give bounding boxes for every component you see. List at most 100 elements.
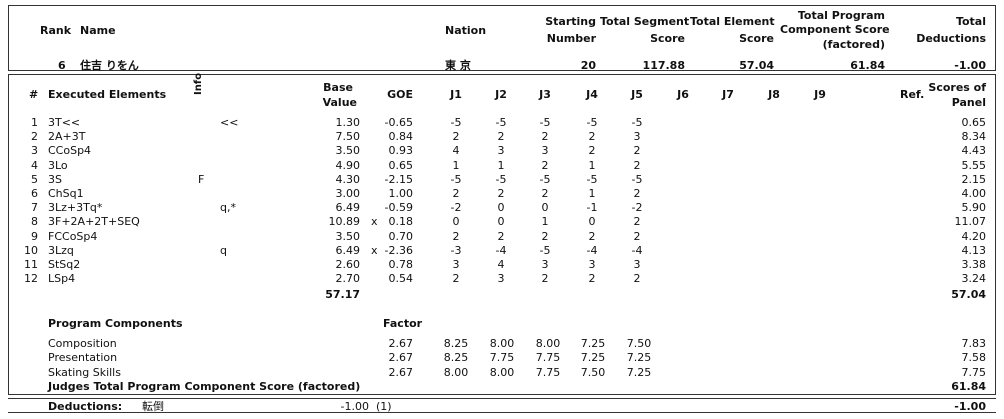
element-name: 3Lz+3Tq* (48, 201, 103, 215)
element-j1: -5 (450, 172, 462, 186)
element-name: ChSq1 (48, 187, 84, 200)
element-base-value: 1.30 (335, 116, 361, 129)
deductions-label: Deductions: (48, 400, 123, 413)
skater-pcs: 61.84 (850, 59, 885, 72)
component-j4: 7.25 (580, 351, 606, 365)
element-goe: 0.93 (388, 144, 414, 158)
element-j1: 2 (452, 229, 460, 243)
element-num: 12 (24, 272, 38, 286)
element-j3: 3 (541, 258, 549, 271)
element-panel: 11.07 (954, 215, 987, 229)
element-j5: -2 (631, 201, 643, 215)
element-num: 7 (31, 201, 38, 215)
element-info: q,* (220, 201, 236, 215)
element-goe: 0.70 (388, 229, 414, 243)
element-j5: 3 (633, 258, 641, 271)
col-j9: J9 (814, 88, 826, 101)
element-goe: -2.15 (384, 172, 413, 186)
col-j3: J3 (539, 88, 551, 101)
tes-label-1: Total Element (690, 15, 775, 28)
col-j4: J4 (586, 88, 598, 101)
element-j1: 2 (452, 187, 460, 200)
component-j1: 8.00 (443, 365, 469, 379)
element-goe: -0.59 (384, 201, 413, 215)
element-j5: -5 (631, 172, 643, 186)
element-j1: 0 (452, 215, 460, 229)
component-factor: 2.67 (388, 365, 414, 379)
element-name: CCoSp4 (48, 144, 92, 158)
pcs-label-3: (factored) (822, 38, 885, 51)
col-j7: J7 (722, 88, 734, 101)
element-j3: 2 (541, 229, 549, 243)
component-j4: 7.25 (580, 337, 606, 350)
element-j4: -5 (586, 116, 598, 129)
bv-total: 57.17 (325, 288, 360, 301)
component-factor: 2.67 (388, 337, 414, 350)
component-panel: 7.58 (961, 351, 987, 365)
element-j2: 4 (497, 258, 505, 271)
nation-label: Nation (445, 24, 487, 37)
element-base-value: 6.49 (335, 243, 361, 257)
element-name: 3T<< (48, 116, 81, 129)
element-j1: -2 (450, 201, 462, 215)
element-base-value: 10.89 (328, 215, 361, 229)
element-base-value: 3.00 (335, 187, 361, 200)
element-name: 3F+2A+2T+SEQ (48, 215, 140, 229)
tss-label-1: Total Segment (600, 15, 690, 28)
pcs-label-1: Total Program (797, 9, 885, 22)
element-j2: 2 (497, 229, 505, 243)
col-num: # (29, 88, 39, 101)
element-goe: 0.84 (388, 130, 414, 144)
element-goe: 0.18 (388, 215, 414, 229)
deductions-value: -1.00 (340, 400, 369, 413)
element-base-value: 2.70 (335, 272, 361, 286)
element-j2: -4 (495, 243, 507, 257)
deductions-type: 転倒 (142, 400, 164, 413)
component-name: Presentation (48, 351, 118, 365)
element-x-marker: x (371, 243, 378, 257)
element-name: 3Lo (48, 158, 68, 172)
component-j2: 8.00 (489, 365, 515, 379)
component-j1: 8.25 (443, 337, 469, 350)
tes-total: 57.04 (951, 288, 986, 301)
element-name: 3Lzq (48, 243, 74, 257)
component-j3: 7.75 (535, 365, 561, 379)
element-panel: 8.34 (961, 130, 987, 144)
scores-box (8, 74, 996, 395)
skater-starting-number: 20 (580, 59, 596, 72)
element-panel: 4.13 (961, 243, 987, 257)
element-j3: 1 (541, 215, 549, 229)
element-panel: 4.00 (961, 187, 987, 200)
element-panel: 5.55 (961, 158, 987, 172)
deductions-top-line (8, 398, 996, 399)
element-base-value: 4.90 (335, 158, 361, 172)
tss-label-2: Score (650, 32, 685, 45)
component-j4: 7.50 (580, 365, 606, 379)
element-j2: 0 (497, 201, 505, 215)
deductions-label-1: Total (955, 15, 986, 28)
element-j1: -3 (450, 243, 462, 257)
element-name: FCCoSp4 (48, 229, 98, 243)
element-j3: 2 (541, 187, 549, 200)
component-factor: 2.67 (388, 351, 414, 365)
element-j1: 3 (452, 258, 460, 271)
starting-number-label-2: Number (546, 32, 596, 45)
element-name: 2A+3T (48, 130, 86, 144)
component-name: Composition (48, 337, 117, 350)
element-j1: 2 (452, 130, 460, 144)
name-label: Name (80, 24, 116, 37)
element-j3: 2 (541, 130, 549, 144)
element-goe: -2.36 (384, 243, 413, 257)
element-j2: 2 (497, 187, 505, 200)
element-info: << (220, 116, 239, 129)
element-j5: 2 (633, 272, 641, 286)
col-base-value-2: Value (322, 96, 357, 109)
element-base-value: 3.50 (335, 229, 361, 243)
element-j4: 2 (588, 229, 596, 243)
component-j2: 7.75 (489, 351, 515, 365)
element-goe: 0.65 (388, 158, 414, 172)
col-executed-elements: Executed Elements (48, 88, 167, 101)
element-j1: 4 (452, 144, 460, 158)
component-j5: 7.50 (626, 337, 652, 350)
element-j3: 2 (541, 158, 549, 172)
